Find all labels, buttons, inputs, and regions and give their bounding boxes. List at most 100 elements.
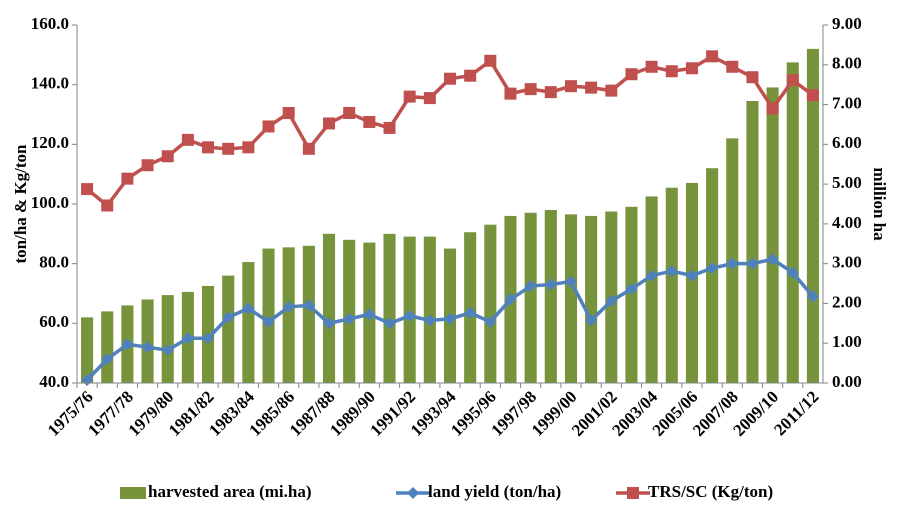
bar — [524, 212, 537, 383]
marker — [101, 353, 114, 366]
legend-marker — [407, 487, 419, 499]
marker — [423, 92, 436, 105]
marker — [564, 80, 577, 93]
marker — [726, 60, 739, 73]
marker — [444, 72, 456, 85]
marker — [403, 309, 416, 322]
marker — [605, 294, 618, 307]
marker — [685, 62, 698, 75]
marker — [645, 269, 658, 282]
marker — [585, 81, 598, 94]
marker — [282, 300, 295, 313]
y2-tick-label: 6.00 — [832, 133, 862, 152]
marker — [786, 74, 799, 87]
marker — [141, 341, 154, 354]
marker — [121, 338, 134, 351]
marker — [181, 332, 194, 345]
marker — [222, 311, 235, 324]
bar — [222, 275, 235, 383]
marker — [363, 115, 376, 128]
marker — [222, 142, 235, 155]
bar — [806, 48, 819, 383]
marker — [262, 120, 275, 133]
bar — [564, 214, 578, 383]
bar — [101, 311, 114, 383]
bar — [322, 233, 336, 383]
marker — [806, 290, 819, 303]
bar — [766, 87, 779, 383]
marker — [706, 50, 719, 63]
marker — [101, 199, 114, 212]
marker — [665, 265, 678, 278]
marker — [806, 89, 819, 102]
bar — [544, 209, 557, 383]
marker — [323, 117, 336, 130]
marker — [383, 317, 396, 330]
x-tick-label: 2009/10 — [729, 387, 782, 440]
legend-label: TRS/SC (Kg/ton) — [648, 482, 773, 501]
y-tick-label: 100.0 — [31, 193, 69, 212]
marker — [625, 283, 638, 296]
marker — [403, 90, 416, 103]
marker — [625, 68, 638, 81]
marker — [242, 302, 255, 315]
marker — [484, 315, 497, 328]
marker — [282, 107, 295, 120]
y-tick-label: 140.0 — [31, 74, 69, 93]
bar — [282, 247, 295, 383]
bar — [423, 236, 436, 383]
marker — [464, 306, 477, 319]
marker — [141, 159, 154, 172]
marker — [343, 107, 356, 120]
y2-axis-label: million ha — [870, 167, 889, 241]
marker — [484, 54, 497, 67]
marker — [564, 275, 577, 288]
marker — [746, 257, 759, 270]
y2-tick-label: 2.00 — [832, 292, 862, 311]
marker — [464, 69, 477, 82]
marker — [262, 315, 275, 328]
marker — [544, 86, 557, 99]
marker — [766, 253, 779, 266]
legend-label: land yield (ton/ha) — [428, 482, 561, 501]
bar — [302, 245, 315, 383]
marker — [323, 317, 336, 330]
marker — [343, 312, 356, 325]
bar — [383, 233, 396, 383]
marker — [524, 280, 537, 293]
bar — [403, 236, 416, 383]
marker — [726, 257, 739, 270]
marker — [746, 71, 759, 84]
marker — [706, 262, 719, 275]
bar — [786, 62, 799, 383]
marker — [181, 133, 194, 146]
marker — [504, 293, 517, 306]
marker — [645, 60, 658, 73]
legend-marker — [627, 487, 639, 499]
marker — [81, 183, 94, 196]
bar — [746, 100, 759, 383]
y-tick-label: 80.0 — [39, 253, 69, 272]
y2-tick-label: 0.00 — [832, 372, 862, 391]
bar — [262, 248, 275, 383]
marker — [161, 150, 174, 163]
y-tick-label: 160.0 — [31, 14, 69, 33]
marker — [766, 102, 779, 115]
y-tick-label: 60.0 — [39, 312, 69, 331]
marker — [161, 344, 174, 357]
y-tick-label: 120.0 — [31, 133, 69, 152]
y2-tick-label: 3.00 — [832, 253, 862, 272]
y2-tick-label: 4.00 — [832, 213, 862, 232]
bar — [484, 224, 497, 383]
bar — [685, 182, 698, 383]
legend: harvested area (mi.ha) land yield (ton/ha… — [120, 482, 773, 501]
legend-label: harvested area (mi.ha) — [148, 482, 312, 501]
marker — [665, 65, 678, 78]
marker — [423, 314, 436, 327]
bar — [645, 196, 658, 383]
bar — [161, 295, 174, 383]
marker — [605, 84, 618, 97]
y2-tick-label: 7.00 — [832, 93, 862, 112]
bar — [585, 215, 598, 383]
